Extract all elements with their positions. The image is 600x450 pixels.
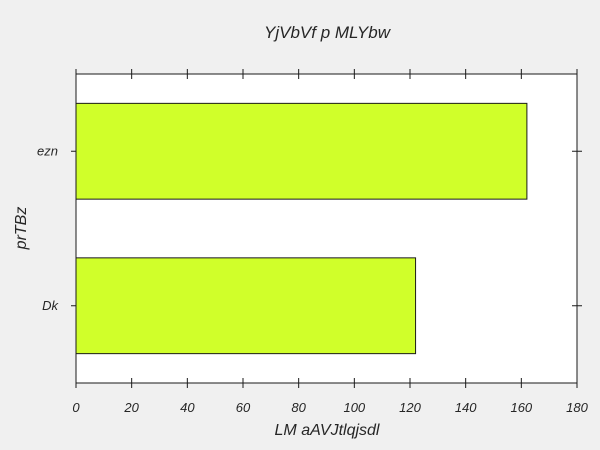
x-tick-label: 100 [343, 400, 365, 415]
y-tick-label: Dk [42, 298, 59, 313]
x-tick-label: 80 [291, 400, 306, 415]
chart-title: YjVbVf p MLYbw [264, 23, 392, 42]
bars-group [75, 102, 528, 355]
x-tick-label: 160 [510, 400, 532, 415]
x-tick-label: 20 [123, 400, 139, 415]
x-tick-label: 120 [399, 400, 421, 415]
x-axis-label: LM aAVJtlqjsdl [275, 422, 380, 439]
ticks-group: Dk ezn 0 20 40 60 80 100 120 140 160 180 [37, 69, 589, 415]
bar-ezn [75, 102, 528, 200]
y-tick-label: ezn [37, 143, 58, 158]
plot-frame [75, 73, 578, 384]
x-tick-label: 0 [72, 400, 80, 415]
x-tick-label: 180 [566, 400, 588, 415]
bar-dk [75, 257, 417, 355]
y-axis-label: prTBz [13, 207, 30, 251]
x-tick-label: 40 [180, 400, 195, 415]
x-tick-label: 60 [236, 400, 251, 415]
x-tick-label: 140 [455, 400, 477, 415]
